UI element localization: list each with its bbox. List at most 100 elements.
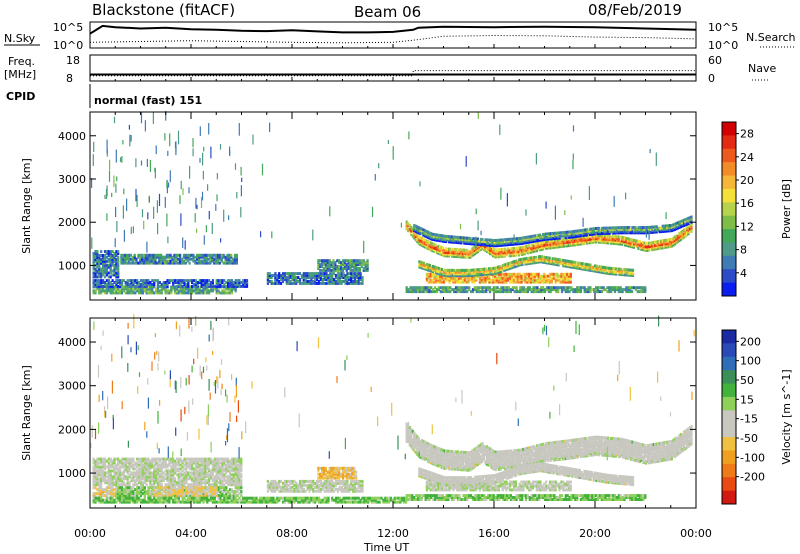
echo-cell: [168, 475, 171, 479]
echo-cell: [529, 235, 533, 239]
echo-cell: [327, 274, 330, 278]
echo-cell: [487, 272, 491, 276]
echo-cell: [175, 461, 179, 465]
echo-cell: [136, 287, 139, 291]
echo-cell: [439, 274, 442, 278]
echo-cell: [285, 281, 288, 285]
echo-cell: [150, 259, 153, 263]
echo-cell: [415, 286, 418, 290]
echo-cell: [681, 235, 684, 238]
echo-cell: [440, 239, 443, 243]
echo-cell: [230, 284, 233, 288]
echo-cell: [494, 271, 497, 275]
echo-cell: [156, 261, 159, 265]
echo-cell: [189, 457, 192, 461]
echo-cell: [567, 235, 570, 239]
echo-cell: [162, 281, 165, 284]
echo-cell: [96, 261, 99, 265]
echo-cell: [100, 257, 103, 261]
echo-cell: [109, 289, 112, 293]
echo-cell: [607, 268, 610, 272]
echo-cell: [632, 244, 636, 248]
echo-cell: [103, 250, 107, 254]
echo-cell: [530, 258, 533, 262]
echo-cell: [522, 241, 525, 245]
echo-cell: [519, 290, 522, 294]
echo-cell: [200, 457, 203, 461]
echo-cell: [518, 261, 521, 265]
echo-cell: [445, 290, 448, 294]
echo-cell: [471, 272, 474, 276]
echo-cell: [688, 229, 692, 233]
echo-cell: [678, 225, 681, 229]
echo-cell: [622, 226, 625, 230]
echo-cell: [181, 284, 184, 288]
echo-cell: [153, 457, 156, 461]
echo-cell: [192, 467, 196, 471]
echo-cell: [466, 250, 469, 254]
echo-cell: [304, 278, 307, 281]
echo-cell: [535, 274, 538, 278]
echo-cell: [149, 291, 152, 295]
noise-cell: [135, 158, 137, 168]
echo-cell: [478, 276, 481, 280]
echo-cell: [139, 467, 143, 471]
echo-cell: [566, 237, 569, 241]
echo-cell: [126, 477, 129, 481]
echo-cell: [187, 457, 190, 461]
echo-cell: [454, 288, 458, 292]
echo-cell: [419, 236, 422, 240]
echo-cell: [357, 281, 360, 285]
echo-cell: [494, 288, 497, 292]
echo-cell: [333, 272, 336, 276]
echo-cell: [202, 475, 205, 479]
echo-cell: [667, 245, 670, 249]
echo-cell: [138, 284, 141, 288]
echo-cell: [451, 240, 454, 244]
echo-cell: [540, 241, 543, 244]
echo-cell: [469, 238, 472, 242]
echo-cell: [151, 279, 154, 283]
echo-cell: [98, 281, 101, 284]
echo-cell: [664, 238, 667, 242]
echo-cell: [204, 284, 207, 288]
echo-cell: [498, 238, 501, 242]
echo-cell: [166, 457, 169, 461]
echo-cell: [442, 278, 446, 282]
echo-cell: [107, 257, 110, 261]
echo-cell: [435, 236, 439, 240]
echo-cell: [511, 254, 514, 257]
echo-cell: [353, 267, 356, 270]
echo-cell: [454, 253, 457, 257]
echo-cell: [619, 227, 622, 231]
echo-cell: [323, 281, 326, 285]
echo-cell: [105, 259, 108, 263]
echo-cell: [600, 268, 603, 272]
echo-cell: [215, 257, 218, 261]
echo-cell: [618, 269, 621, 273]
echo-cell: [567, 230, 570, 234]
echo-cell: [583, 290, 586, 294]
echo-cell: [103, 265, 107, 269]
echo-cell: [417, 290, 420, 294]
echo-cell: [160, 255, 163, 259]
echo-cell: [548, 258, 551, 262]
echo-cell: [661, 226, 664, 230]
echo-cell: [585, 238, 589, 242]
echo-cell: [119, 475, 122, 479]
echo-cell: [604, 241, 607, 245]
echo-cell: [577, 266, 580, 270]
echo-cell: [563, 241, 566, 245]
echo-cell: [573, 229, 576, 233]
echo-cell: [432, 233, 436, 236]
echo-cell: [543, 245, 546, 249]
echo-cell: [111, 283, 114, 286]
echo-cell: [291, 276, 294, 279]
echo-cell: [442, 280, 446, 284]
echo-cell: [572, 260, 575, 264]
echo-cell: [563, 231, 566, 234]
echo-cell: [569, 243, 572, 247]
echo-cell: [221, 291, 224, 295]
echo-cell: [131, 255, 134, 259]
echo-cell: [437, 276, 440, 280]
